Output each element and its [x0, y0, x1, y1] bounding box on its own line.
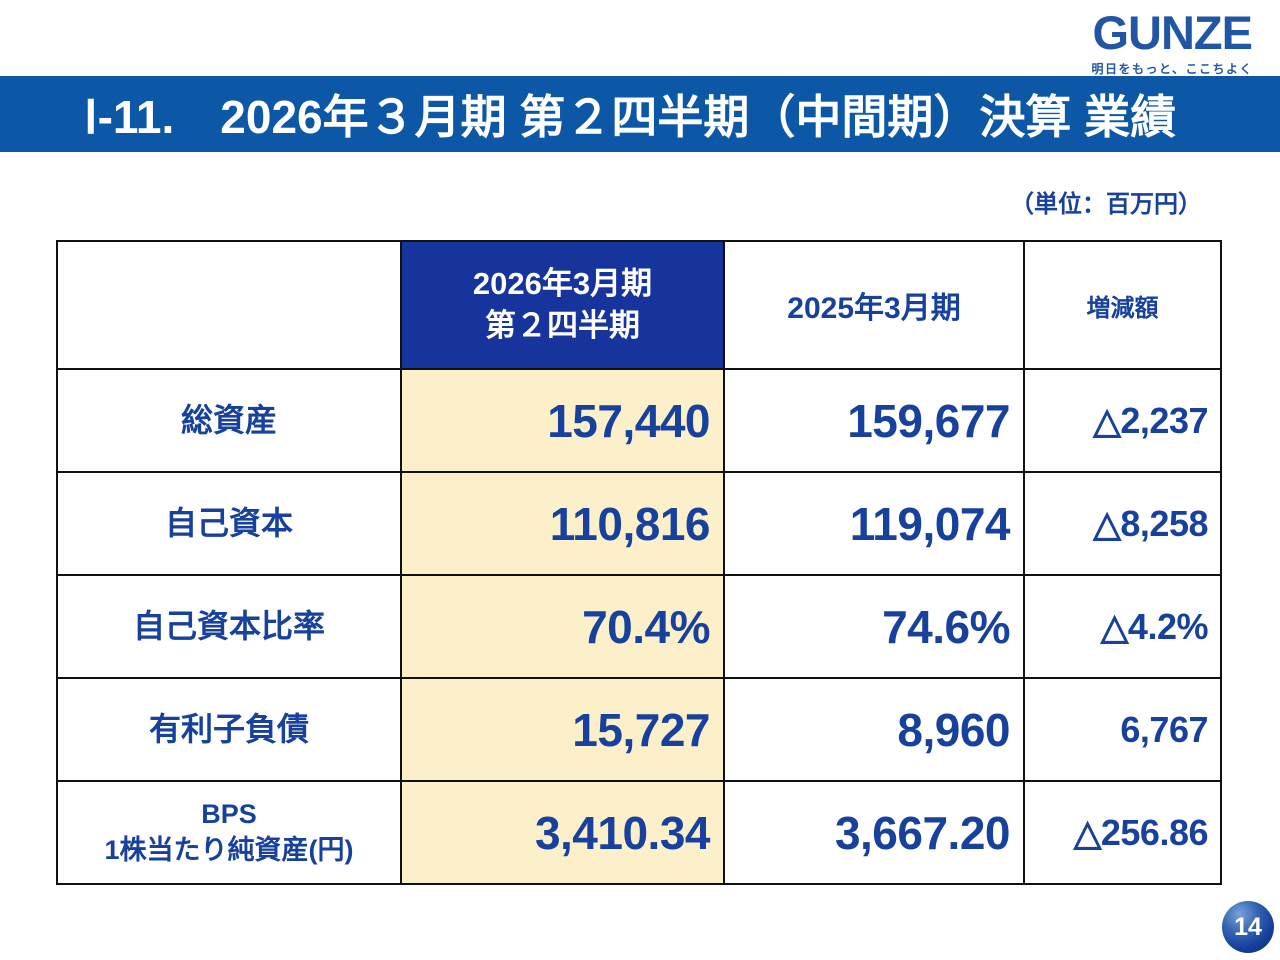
row-label-text: BPS — [201, 799, 257, 830]
value-prior-equity-ratio: 74.6% — [725, 576, 1025, 679]
row-label-bps: BPS 1株当たり純資産(円) — [58, 782, 402, 883]
header-prior-period: 2025年3月期 — [725, 242, 1025, 370]
value-prior-debt: 8,960 — [725, 679, 1025, 782]
slide-title: Ⅰ-11. 2026年３月期 第２四半期（中間期）決算 業績 — [84, 91, 1177, 143]
row-label-equity: 自己資本 — [58, 473, 402, 576]
financial-results-table: 2026年3月期 第２四半期 2025年3月期 増減額 総資産 157,440 … — [56, 240, 1222, 885]
value-prior-total-assets: 159,677 — [725, 370, 1025, 473]
row-label-text: 総資産 — [180, 401, 277, 438]
value-change-equity-ratio: △4.2% — [1025, 576, 1220, 679]
header-current-line2: 第２四半期 — [485, 308, 640, 343]
value-current-equity: 110,816 — [402, 473, 725, 576]
header-change: 増減額 — [1025, 242, 1220, 370]
slide-title-bar: Ⅰ-11. 2026年３月期 第２四半期（中間期）決算 業績 — [0, 76, 1280, 152]
page-number: 14 — [1234, 912, 1262, 941]
value-current-debt: 15,727 — [402, 679, 725, 782]
header-blank-cell — [58, 242, 402, 370]
row-label-subtext: 1株当たり純資産(円) — [104, 834, 354, 865]
unit-label: （単位：百万円） — [1010, 191, 1202, 218]
header-current-period: 2026年3月期 第２四半期 — [402, 242, 725, 370]
value-current-equity-ratio: 70.4% — [402, 576, 725, 679]
value-current-total-assets: 157,440 — [402, 370, 725, 473]
row-label-equity-ratio: 自己資本比率 — [58, 576, 402, 679]
page-number-badge: 14 — [1222, 901, 1274, 953]
header-current-line1: 2026年3月期 — [472, 266, 653, 302]
gunze-logo: GUNZE 明日をもっと、ここちよく — [1091, 9, 1253, 77]
row-label-text: 有利子負債 — [148, 710, 309, 747]
value-current-bps: 3,410.34 — [402, 782, 725, 883]
value-change-bps: △256.86 — [1025, 782, 1220, 883]
value-change-total-assets: △2,237 — [1025, 370, 1220, 473]
row-label-text: 自己資本 — [164, 504, 293, 541]
row-label-total-assets: 総資産 — [58, 370, 402, 473]
value-change-equity: △8,258 — [1025, 473, 1220, 576]
row-label-text: 自己資本比率 — [132, 607, 325, 644]
value-change-debt: 6,767 — [1025, 679, 1220, 782]
value-prior-equity: 119,074 — [725, 473, 1025, 576]
gunze-tagline: 明日をもっと、ここちよく — [1091, 62, 1253, 76]
value-prior-bps: 3,667.20 — [725, 782, 1025, 883]
row-label-interest-bearing-debt: 有利子負債 — [58, 679, 402, 782]
gunze-wordmark: GUNZE — [1092, 6, 1252, 59]
